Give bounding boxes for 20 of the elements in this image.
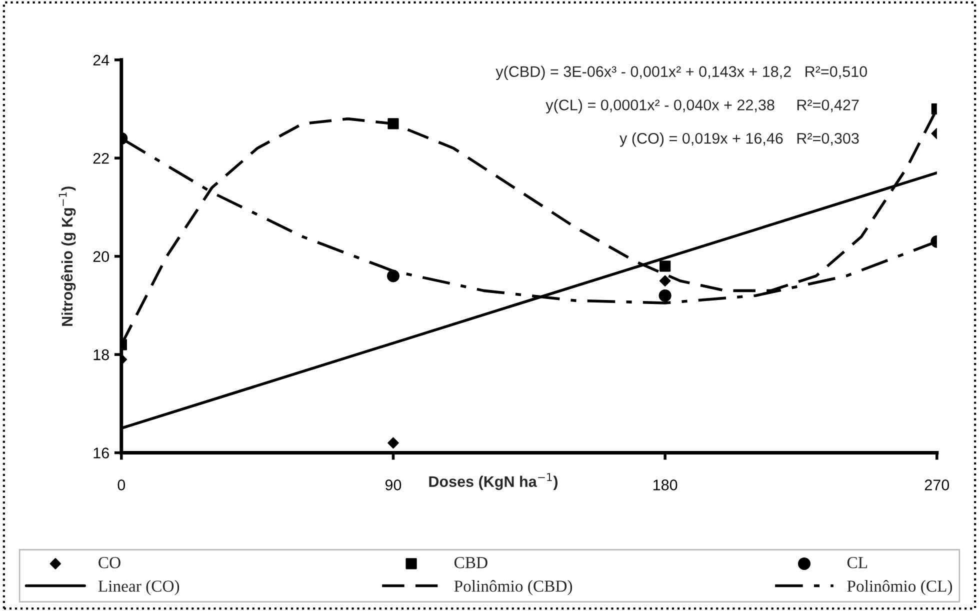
y-tick-label: 18 <box>94 349 109 360</box>
x-tick-label: 270 <box>924 480 950 490</box>
y-axis-title: Nitrogênio (g Kg$^{−1}$) <box>58 186 76 326</box>
y-tick-label: 16 <box>94 448 109 458</box>
x-tick-label: 0 <box>118 480 126 490</box>
y-tick-label: 24 <box>93 54 110 66</box>
y-tick-label: 20 <box>93 251 109 262</box>
legend-label: CL <box>847 557 868 568</box>
annotation: y(CL) = 0,0001x² - 0,040x + 22,38 R²=0,427 <box>546 99 859 114</box>
annotation: y (CO) = 0,019x + 16,46 R²=0,303 <box>620 132 859 147</box>
x-tick-label: 180 <box>653 480 678 490</box>
legend-label: CO <box>98 557 120 568</box>
y-tick-label: 22 <box>93 152 109 164</box>
legend-label: CBD <box>454 557 488 568</box>
legend-label: Linear (CO) <box>98 580 180 596</box>
annotation: y(CBD) = 3E-06x³ - 0,001x² + 0,143x + 18,2 R²=0,510 <box>496 66 868 80</box>
legend-label: Polinômio (CL) <box>847 580 952 596</box>
x-axis-title: Doses (KgN ha$^{−1}$) <box>429 473 558 490</box>
legend-label: Polinômio (CBD) <box>454 580 572 596</box>
x-tick-label: 90 <box>385 480 402 490</box>
